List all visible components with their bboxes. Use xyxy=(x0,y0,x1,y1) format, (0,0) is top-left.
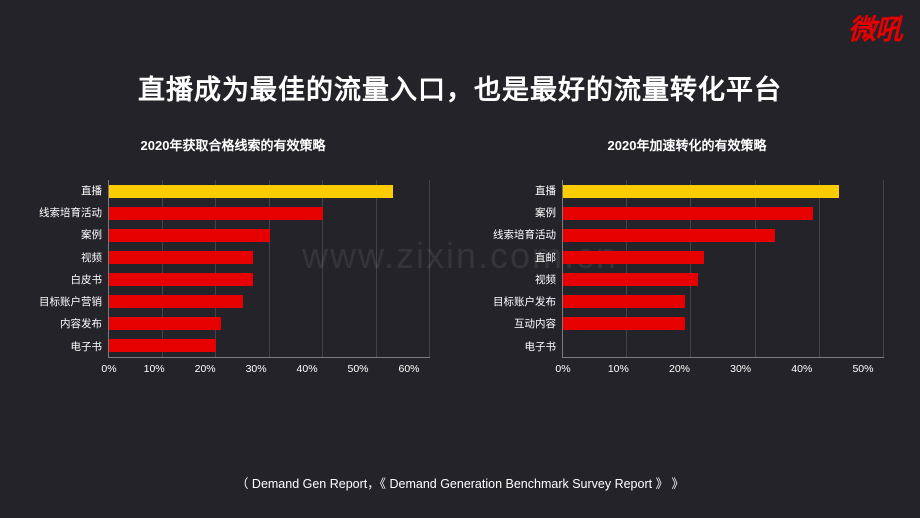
y-axis-label: 目标账户营销 xyxy=(36,297,102,308)
y-axis-label: 白皮书 xyxy=(36,275,102,286)
chart-bar xyxy=(109,295,243,308)
y-axis-label: 电子书 xyxy=(36,342,102,353)
y-axis-label: 视频 xyxy=(36,253,102,264)
chart-left-plot: 0%10%20%30%40%50%60% xyxy=(108,180,430,358)
page-title: 直播成为最佳的流量入口，也是最好的流量转化平台 xyxy=(0,0,920,107)
x-axis-tick: 20% xyxy=(669,363,690,375)
x-axis-tick: 10% xyxy=(144,363,165,375)
x-axis-tick: 0% xyxy=(101,363,116,375)
y-axis-label: 直播 xyxy=(490,186,556,197)
y-axis-label: 电子书 xyxy=(490,342,556,353)
y-axis-label: 线索培育活动 xyxy=(490,230,556,241)
chart-bar xyxy=(109,185,393,198)
x-axis-tick: 50% xyxy=(348,363,369,375)
chart-bar xyxy=(563,229,775,242)
chart-bar xyxy=(109,317,221,330)
y-axis-label: 内容发布 xyxy=(36,319,102,330)
y-axis-label: 目标账户发布 xyxy=(490,297,556,308)
x-axis-tick: 10% xyxy=(608,363,629,375)
chart-bar xyxy=(109,251,253,264)
chart-bar xyxy=(109,229,270,242)
y-axis-label: 案例 xyxy=(36,230,102,241)
chart-right-y-labels: 直播案例线索培育活动直邮视频目标账户发布互动内容电子书 xyxy=(490,180,562,358)
chart-bar xyxy=(563,317,685,330)
y-axis-label: 线索培育活动 xyxy=(36,208,102,219)
chart-bar xyxy=(563,185,839,198)
chart-left-y-labels: 直播线索培育活动案例视频白皮书目标账户营销内容发布电子书 xyxy=(36,180,108,358)
chart-bar xyxy=(563,251,704,264)
chart-bar xyxy=(109,339,216,352)
chart-bar xyxy=(563,207,813,220)
y-axis-label: 直邮 xyxy=(490,253,556,264)
x-axis-tick: 40% xyxy=(791,363,812,375)
x-axis-tick: 0% xyxy=(555,363,570,375)
x-axis-tick: 60% xyxy=(398,363,419,375)
y-axis-label: 视频 xyxy=(490,275,556,286)
charts-container: 2020年获取合格线索的有效策略 直播线索培育活动案例视频白皮书目标账户营销内容… xyxy=(0,107,920,390)
y-axis-label: 互动内容 xyxy=(490,319,556,330)
chart-bar xyxy=(109,207,323,220)
y-axis-label: 直播 xyxy=(36,186,102,197)
chart-bar xyxy=(563,273,698,286)
x-axis-tick: 50% xyxy=(852,363,873,375)
y-axis-label: 案例 xyxy=(490,208,556,219)
chart-left-title: 2020年获取合格线索的有效策略 xyxy=(36,135,430,154)
x-axis-tick: 30% xyxy=(730,363,751,375)
chart-right-plot: 0%10%20%30%40%50% xyxy=(562,180,884,358)
chart-right: 2020年加速转化的有效策略 直播案例线索培育活动直邮视频目标账户发布互动内容电… xyxy=(490,135,884,390)
chart-right-title: 2020年加速转化的有效策略 xyxy=(490,135,884,154)
x-axis-tick: 40% xyxy=(297,363,318,375)
x-axis-tick: 20% xyxy=(195,363,216,375)
chart-bar xyxy=(563,295,685,308)
chart-bar xyxy=(109,273,253,286)
brand-logo: 微吼 xyxy=(848,8,902,48)
chart-left: 2020年获取合格线索的有效策略 直播线索培育活动案例视频白皮书目标账户营销内容… xyxy=(36,135,430,390)
x-axis-tick: 30% xyxy=(246,363,267,375)
source-text: （ Demand Gen Report，《 Demand Generation … xyxy=(0,473,920,492)
